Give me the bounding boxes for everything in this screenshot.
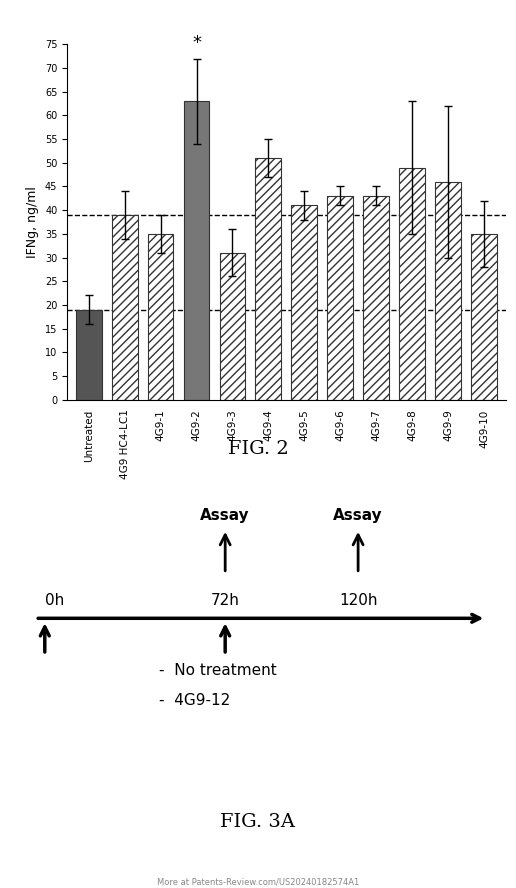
Text: 0h: 0h: [45, 593, 64, 608]
Bar: [148, 234, 173, 400]
Bar: [219, 253, 246, 400]
Bar: [363, 196, 389, 400]
Text: -  4G9-12: - 4G9-12: [159, 694, 230, 709]
Bar: [471, 234, 497, 400]
Bar: [435, 182, 461, 400]
Text: 72h: 72h: [211, 593, 239, 608]
Bar: [76, 310, 102, 400]
Text: Assay: Assay: [333, 508, 383, 523]
Text: FIG. 2: FIG. 2: [228, 440, 288, 457]
Text: 120h: 120h: [339, 593, 377, 608]
Text: *: *: [192, 34, 201, 52]
Bar: [327, 196, 353, 400]
Bar: [292, 205, 317, 400]
Bar: [255, 158, 281, 400]
Text: More at Patents-Review.com/US20240182574A1: More at Patents-Review.com/US20240182574…: [157, 877, 359, 886]
Text: FIG. 3A: FIG. 3A: [220, 813, 296, 830]
Bar: [111, 215, 138, 400]
Bar: [399, 168, 425, 400]
Bar: [184, 101, 209, 400]
Text: Assay: Assay: [200, 508, 250, 523]
Y-axis label: IFNg, ng/ml: IFNg, ng/ml: [26, 186, 39, 258]
Text: -  No treatment: - No treatment: [159, 663, 277, 678]
